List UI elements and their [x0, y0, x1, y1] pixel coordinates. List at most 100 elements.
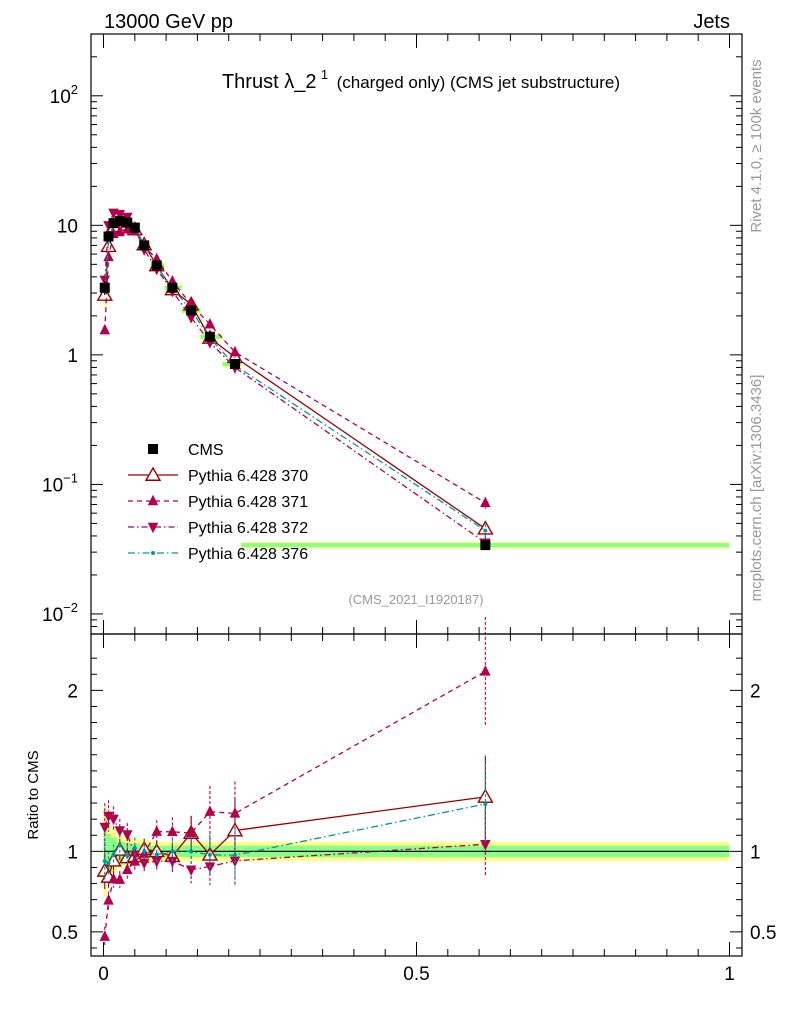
data-marker — [114, 216, 125, 227]
upper-y-tick-label-base: 10 — [50, 87, 71, 108]
series-marker-ratio — [102, 859, 107, 864]
upper-y-tick-label: 10 — [57, 216, 78, 237]
data-marker — [103, 231, 114, 242]
plot-title-main: Thrust λ_2 — [222, 71, 316, 93]
upper-y-tick-label: 1 — [67, 346, 78, 367]
data-marker — [151, 260, 162, 271]
data-marker — [167, 282, 178, 293]
series-marker-ratio — [483, 801, 488, 806]
data-marker — [129, 222, 140, 233]
x-tick-label: 1 — [724, 964, 735, 985]
series-marker-ratio — [207, 852, 212, 857]
ratio-y-tick-label-right: 2 — [750, 681, 761, 702]
ratio-y-tick-label: 1 — [67, 842, 78, 863]
series-marker-ratio — [189, 849, 194, 854]
series-marker-ratio — [125, 853, 130, 858]
data-series-cms — [99, 216, 491, 551]
series-marker-ratio — [185, 826, 197, 838]
legend-entry: Pythia 6.428 370 — [128, 466, 308, 485]
legend-entry: Pythia 6.428 371 — [128, 494, 308, 511]
series-1 — [99, 223, 491, 947]
series-marker-ratio — [114, 826, 126, 837]
series-marker-ratio — [167, 825, 178, 837]
data-marker — [186, 305, 197, 316]
upper-y-tick-label: 102 — [50, 82, 78, 108]
legend-marker — [151, 551, 155, 555]
series-marker-upper — [103, 250, 114, 262]
header-right: Jets — [693, 11, 730, 33]
series-marker-upper — [114, 209, 126, 221]
legend-entry: Pythia 6.428 376 — [128, 546, 308, 563]
upper-y-tick-label-base: 1 — [67, 346, 78, 367]
header-left: 13000 GeV pp — [104, 11, 233, 33]
series-marker-ratio — [204, 805, 216, 816]
data-marker — [99, 282, 110, 293]
data-marker — [122, 217, 133, 228]
legend-marker — [147, 522, 159, 534]
series-marker-ratio — [142, 849, 147, 854]
upper-y-tick-label: 10−1 — [42, 470, 78, 496]
series-line-ratio — [104, 796, 486, 879]
series-marker-ratio — [103, 811, 114, 823]
legend-marker — [147, 494, 159, 506]
legend-label: Pythia 6.428 371 — [188, 494, 308, 511]
upper-y-tick-label-exp: −2 — [63, 600, 78, 615]
series-marker-ratio — [99, 930, 111, 941]
analysis-id-watermark: (CMS_2021_I1920187) — [348, 592, 483, 607]
series-marker-upper — [204, 318, 216, 329]
ratio-plot-frame — [90, 633, 743, 957]
plot-title: Thrust λ_2 1 (charged only) (CMS jet sub… — [222, 66, 620, 93]
upper-y-tick-label-base: 10 — [57, 216, 78, 237]
data-marker — [139, 240, 150, 251]
series-marker-ratio — [122, 830, 133, 841]
upper-y-tick-label-exp: 2 — [71, 82, 78, 97]
x-tick-label: 0.5 — [403, 964, 429, 985]
series-marker-ratio — [185, 865, 197, 876]
upper-y-tick-label-exp: −1 — [63, 470, 78, 485]
side-label-mcplots: mcplots.cern.ch [arXiv:1306.3436] — [748, 375, 765, 602]
series-marker-ratio — [229, 807, 241, 818]
series-marker-ratio — [138, 858, 150, 870]
series-marker-ratio — [154, 852, 159, 857]
plot-title-sup: 1 — [321, 67, 328, 82]
series-marker-upper — [480, 496, 491, 508]
legend-label: CMS — [188, 442, 224, 459]
ratio-y-tick-label-right: 0.5 — [750, 923, 776, 944]
data-marker — [229, 359, 240, 370]
legend-label: Pythia 6.428 370 — [188, 468, 308, 485]
series-marker-ratio — [480, 840, 491, 851]
legend-entry: CMS — [148, 442, 224, 459]
legend: CMS Pythia 6.428 370 Pythia 6.428 371 Pythi… — [128, 442, 308, 563]
data-marker — [480, 540, 491, 551]
legend-entry: Pythia 6.428 372 — [128, 520, 308, 537]
series-marker-upper — [99, 323, 111, 335]
series-marker-upper — [185, 313, 197, 324]
data-marker — [204, 331, 215, 342]
ratio-y-tick-label-right: 1 — [750, 842, 761, 863]
upper-y-tick-label-base: 10 — [42, 475, 63, 496]
ratio-axis-label: Ratio to CMS — [25, 750, 42, 839]
series-marker-ratio — [117, 843, 122, 848]
series-marker-ratio — [99, 822, 111, 834]
legend-marker — [148, 444, 158, 454]
series-marker-ratio — [129, 850, 141, 862]
series-marker-ratio — [114, 873, 126, 884]
series-marker-ratio — [132, 845, 137, 850]
ratio-band-layer — [103, 806, 730, 897]
x-tick-label: 0 — [98, 964, 109, 985]
series-marker-ratio — [111, 852, 116, 857]
series-2 — [99, 208, 491, 886]
series-marker-ratio — [103, 894, 114, 905]
legend-marker — [144, 466, 162, 481]
upper-y-tick-label-base: 10 — [42, 605, 63, 626]
upper-y-tick-label: 10−2 — [42, 600, 78, 626]
series-marker-ratio — [108, 814, 119, 826]
legend-label: Pythia 6.428 376 — [188, 546, 308, 563]
series-marker-ratio — [167, 856, 178, 868]
series-marker-ratio — [480, 665, 491, 676]
series-marker-ratio — [170, 849, 175, 854]
series-marker-ratio — [122, 863, 133, 874]
series-marker-upper — [229, 345, 241, 357]
series-marker-ratio — [151, 825, 162, 836]
